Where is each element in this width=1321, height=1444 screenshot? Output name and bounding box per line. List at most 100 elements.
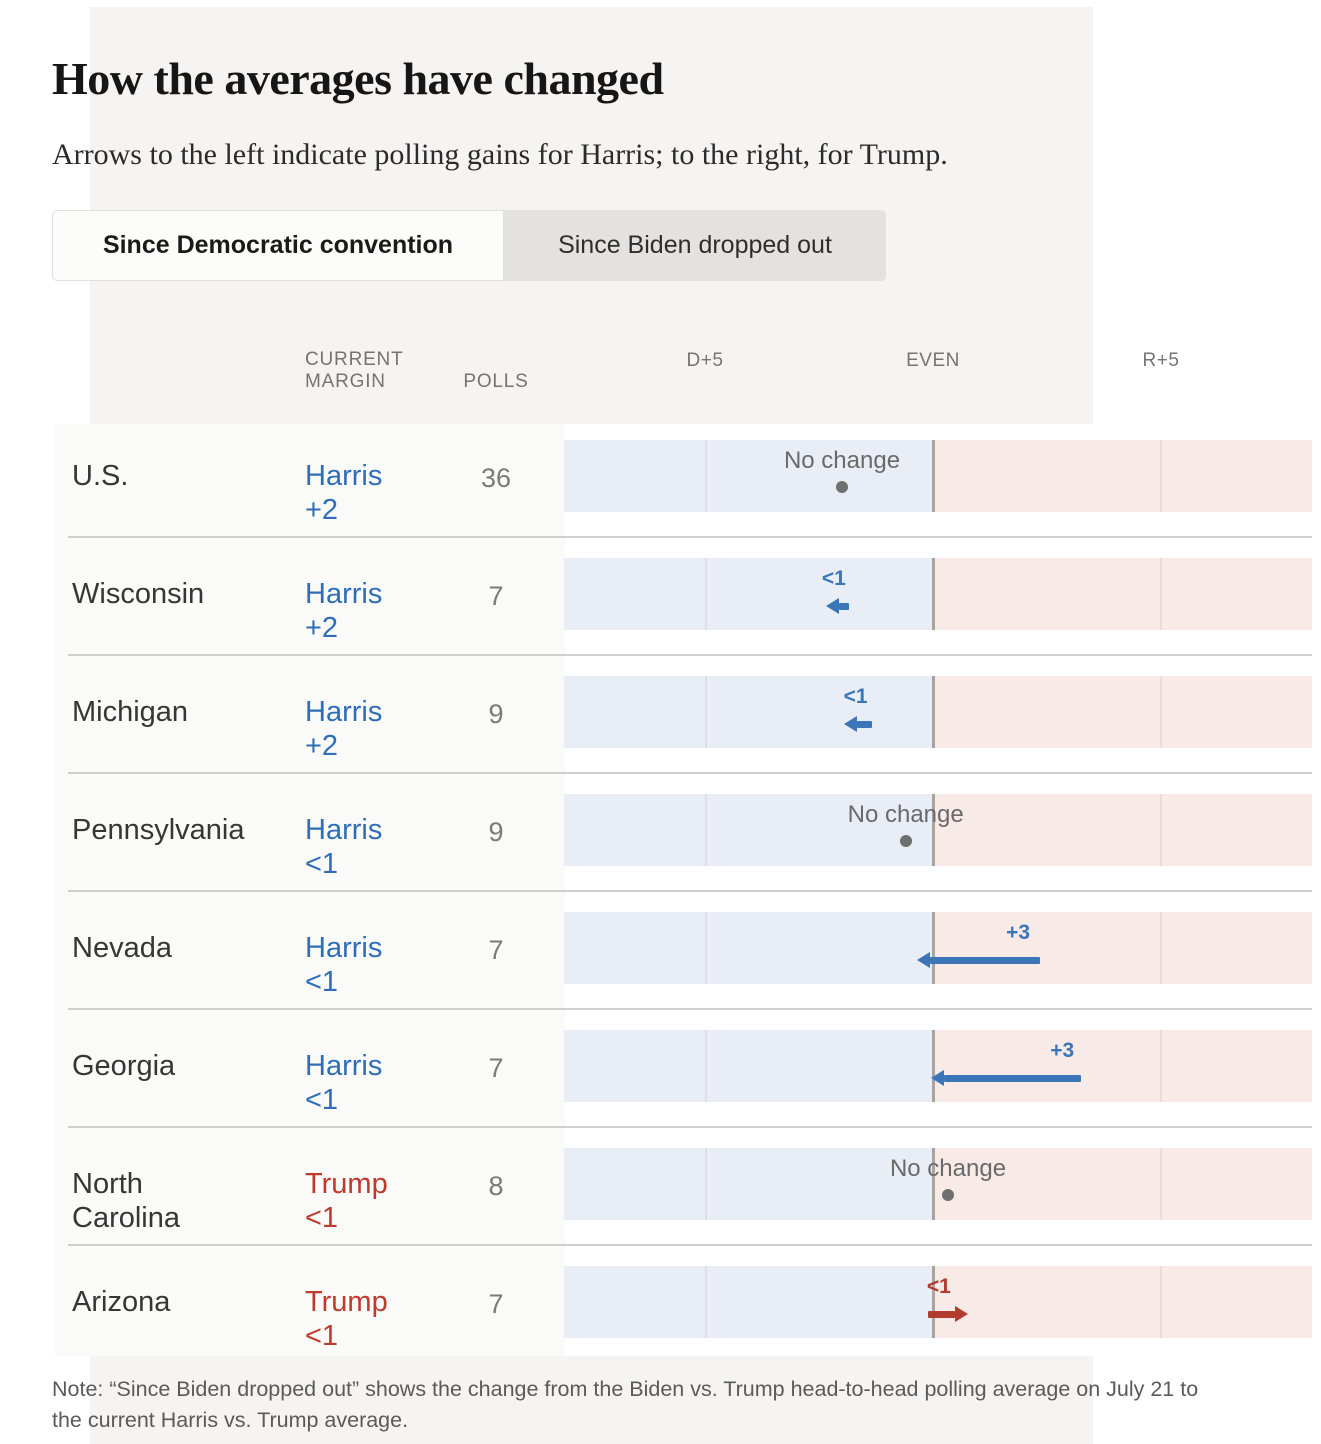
even-line — [931, 794, 935, 866]
change-arrow-shaft — [839, 603, 849, 610]
tab-group: Since Democratic convention Since Biden … — [52, 210, 886, 281]
polls-count: 9 — [488, 699, 504, 729]
gridline-d5 — [704, 676, 707, 748]
current-margin: Harris <1 — [305, 932, 383, 998]
margin-band: <1 — [564, 558, 1312, 630]
polls-count: 7 — [488, 1053, 504, 1083]
change-arrow-shaft — [943, 1075, 1081, 1082]
gridline-d5 — [704, 1030, 707, 1102]
row-separator — [68, 536, 1312, 538]
rep-half — [933, 1266, 1312, 1338]
state-name: Nevada — [72, 932, 172, 964]
change-label: <1 — [843, 685, 868, 708]
margin-band: <1 — [564, 676, 1312, 748]
change-label: <1 — [821, 567, 846, 590]
current-margin: Harris +2 — [305, 578, 383, 644]
even-line — [931, 1148, 935, 1220]
dem-half — [564, 676, 933, 748]
rep-half — [933, 912, 1312, 984]
row-separator — [68, 1126, 1312, 1128]
state-name: Wisconsin — [72, 578, 205, 610]
gridline-r5 — [1159, 794, 1162, 866]
dem-half — [564, 1030, 933, 1102]
polls-count: 36 — [480, 463, 512, 493]
state-name: Arizona — [72, 1286, 171, 1318]
even-line — [931, 558, 935, 630]
change-label: <1 — [926, 1275, 951, 1298]
dem-half — [564, 558, 933, 630]
gridline-d5 — [704, 1148, 707, 1220]
dem-half — [564, 440, 933, 512]
row-separator — [68, 772, 1312, 774]
dem-half — [564, 1148, 933, 1220]
current-margin: Harris +2 — [305, 696, 383, 762]
row-separator — [68, 1244, 1312, 1246]
current-margin: Harris <1 — [305, 1050, 383, 1116]
change-arrow-head — [826, 598, 840, 614]
even-line — [931, 1030, 935, 1102]
margin-band: No change — [564, 1148, 1312, 1220]
even-line — [931, 440, 935, 512]
no-change-dot — [899, 835, 912, 847]
even-line — [931, 676, 935, 748]
gridline-r5 — [1159, 912, 1162, 984]
polls-count: 9 — [488, 817, 504, 847]
gridline-d5 — [704, 558, 707, 630]
rep-half — [933, 676, 1312, 748]
gridline-r5 — [1159, 676, 1162, 748]
margin-band: +3 — [564, 1030, 1312, 1102]
margin-band: <1 — [564, 1266, 1312, 1338]
change-arrow-head — [955, 1306, 969, 1322]
tab-since-biden-dropped-out[interactable]: Since Biden dropped out — [504, 210, 886, 281]
no-change-dot — [942, 1189, 954, 1201]
polls-count: 7 — [488, 1289, 504, 1319]
rep-half — [933, 440, 1312, 512]
polls-count: 7 — [488, 935, 504, 965]
gridline-r5 — [1159, 558, 1162, 630]
row-separator — [68, 654, 1312, 656]
rep-half — [933, 794, 1312, 866]
gridline-r5 — [1159, 1266, 1162, 1338]
change-label: +3 — [1050, 1039, 1075, 1062]
change-arrow-shaft — [857, 721, 872, 728]
current-margin: Trump <1 — [305, 1168, 388, 1234]
gridline-d5 — [704, 1266, 707, 1338]
state-name: Pennsylvania — [72, 814, 245, 846]
current-margin: Trump <1 — [305, 1286, 388, 1352]
change-arrow-head — [930, 1070, 944, 1086]
state-name: North Carolina — [72, 1168, 180, 1234]
no-change-label: No change — [889, 1155, 1007, 1182]
even-line — [931, 912, 935, 984]
even-line — [931, 1266, 935, 1338]
change-label: +3 — [1006, 921, 1031, 944]
dem-half — [564, 794, 933, 866]
gridline-r5 — [1159, 1148, 1162, 1220]
polls-count: 8 — [488, 1171, 504, 1201]
axis-label-r5: R+5 — [1142, 350, 1180, 371]
footnote: Note: “Since Biden dropped out” shows th… — [52, 1377, 1199, 1433]
row-separator — [68, 1008, 1312, 1010]
current-margin: Harris <1 — [305, 814, 383, 880]
tab-since-democratic-convention[interactable]: Since Democratic convention — [52, 210, 504, 281]
margin-band: No change — [564, 794, 1312, 866]
column-header-current-margin: CURRENT MARGIN — [305, 349, 404, 392]
state-name: U.S. — [72, 460, 129, 492]
state-name: Georgia — [72, 1050, 176, 1082]
axis-label-d5: D+5 — [686, 350, 724, 371]
gridline-r5 — [1159, 440, 1162, 512]
gridline-r5 — [1159, 1030, 1162, 1102]
change-arrow-head — [844, 716, 858, 732]
chart-subtitle: Arrows to the left indicate polling gain… — [52, 138, 948, 171]
column-header-polls: POLLS — [463, 371, 529, 392]
margin-band: +3 — [564, 912, 1312, 984]
gridline-d5 — [704, 440, 707, 512]
no-change-dot — [836, 481, 848, 493]
state-name: Michigan — [72, 696, 189, 728]
gridline-d5 — [704, 794, 707, 866]
rep-half — [933, 1148, 1312, 1220]
axis-label-even: EVEN — [906, 350, 960, 371]
change-arrow-head — [917, 952, 931, 968]
no-change-label: No change — [783, 447, 901, 474]
